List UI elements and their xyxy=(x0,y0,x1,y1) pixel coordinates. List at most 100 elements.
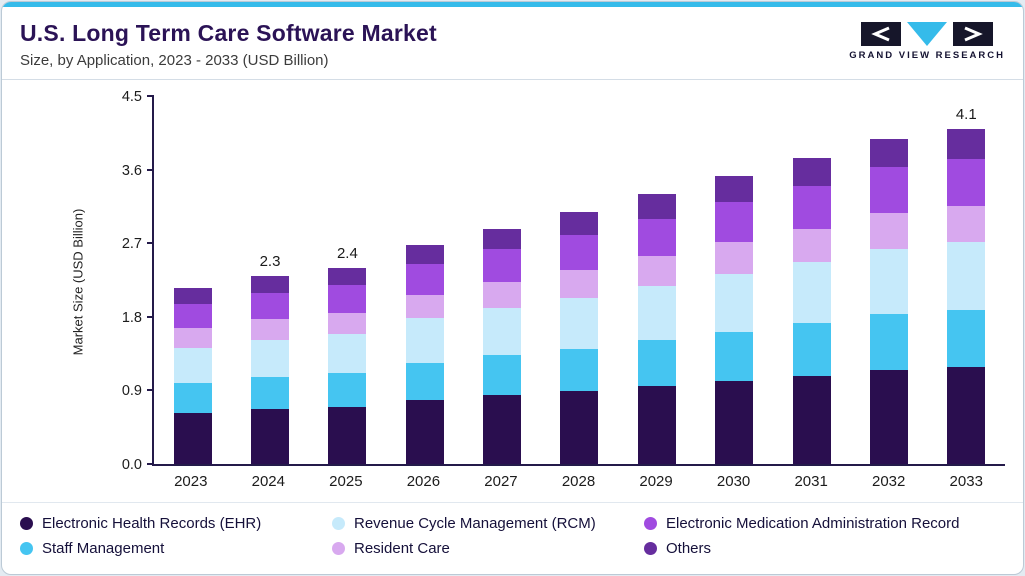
y-tick-label: 2.7 xyxy=(121,236,142,253)
bar-segment xyxy=(637,218,676,257)
header: U.S. Long Term Care Software Market Size… xyxy=(2,7,1023,80)
y-tick-label: 1.8 xyxy=(121,309,142,326)
legend-dot-icon xyxy=(332,542,345,555)
bar-segment xyxy=(792,375,831,464)
x-axis-labels: 2023 2024 2025 2026 2027 2028 2029 2030 2031 2032… xyxy=(152,466,1005,494)
legend-item: Revenue Cycle Management (RCM) xyxy=(332,515,644,532)
bar-segment xyxy=(251,275,290,294)
stacked-bar-2030 xyxy=(715,176,754,464)
bar-segment xyxy=(560,391,599,464)
gvr-logo-text: GRAND VIEW RESEARCH xyxy=(849,50,1005,61)
stacked-bar-2026 xyxy=(405,244,444,464)
bar-segment xyxy=(251,377,290,410)
legend-item: Staff Management xyxy=(20,540,332,557)
y-tick-label: 0.9 xyxy=(121,383,142,400)
legend-item: Electronic Medication Administration Rec… xyxy=(644,515,1005,532)
bar-segment xyxy=(715,380,754,464)
bar-segment xyxy=(947,366,986,464)
bar-value-label: 2.3 xyxy=(259,252,281,270)
y-tick-mark xyxy=(147,95,154,97)
bar-segment xyxy=(560,235,599,271)
bar-segment xyxy=(560,212,599,236)
bar-segment xyxy=(792,262,831,324)
bar-segment xyxy=(173,303,212,329)
stacked-bar-2024: 2.3 xyxy=(251,253,290,464)
bar-slot xyxy=(696,96,773,464)
bar-segment xyxy=(328,267,367,285)
y-tick-mark xyxy=(147,463,154,465)
legend-dot-icon xyxy=(644,542,657,555)
chart: Market Size (USD Billion) 0.0 0.9 1.8 2.7 3.… xyxy=(2,80,1023,494)
x-tick-label: 2030 xyxy=(716,473,751,490)
bar-segment xyxy=(173,383,212,414)
bar-segment xyxy=(869,314,908,370)
x-tick-label: 2026 xyxy=(406,473,441,490)
bar-segment xyxy=(328,406,367,464)
x-tick-label: 2023 xyxy=(174,473,208,490)
bar-segment xyxy=(328,334,367,374)
legend-dot-icon xyxy=(644,517,657,530)
y-axis-title: Market Size (USD Billion) xyxy=(70,208,86,356)
bar-segment xyxy=(715,331,754,381)
y-tick-label: 3.6 xyxy=(121,162,142,179)
y-tick-mark xyxy=(147,389,154,392)
bar-segment xyxy=(715,202,754,243)
bar-slot xyxy=(463,96,540,464)
bar-slot xyxy=(618,96,695,464)
bar-segment xyxy=(715,274,754,332)
stacked-bar-2023 xyxy=(173,288,212,464)
legend-label: Others xyxy=(666,540,712,557)
bar-segment xyxy=(560,298,599,349)
x-tick-label: 2032 xyxy=(872,473,906,490)
bar-segment xyxy=(483,307,522,356)
legend-label: Electronic Health Records (EHR) xyxy=(42,515,262,532)
bar-segment xyxy=(637,285,676,340)
bar-segment xyxy=(869,249,908,315)
stacked-bar-2027 xyxy=(483,228,522,464)
stacked-bar-2025: 2.4 xyxy=(328,245,367,464)
x-tick-label: 2031 xyxy=(794,473,828,490)
bar-segment xyxy=(173,288,212,304)
bar-segment xyxy=(637,256,676,286)
bar-segment xyxy=(947,309,986,367)
bar-segment xyxy=(637,339,676,386)
stacked-bar-2033: 4.1 xyxy=(947,106,986,464)
y-tick-mark xyxy=(147,168,154,171)
page-title: U.S. Long Term Care Software Market xyxy=(20,20,437,46)
legend-label: Resident Care xyxy=(354,540,450,557)
bar-segment xyxy=(405,318,444,363)
bar-segment xyxy=(792,228,831,263)
y-tick-mark xyxy=(147,315,154,318)
bar-segment xyxy=(328,373,367,407)
x-tick-label: 2024 xyxy=(251,473,285,490)
legend-item: Others xyxy=(644,540,1005,557)
stacked-bar-2028 xyxy=(560,212,599,464)
bar-segment xyxy=(560,348,599,392)
header-text: U.S. Long Term Care Software Market Size… xyxy=(20,20,437,69)
bar-segment xyxy=(715,242,754,275)
bar-segment xyxy=(328,284,367,313)
legend: Electronic Health Records (EHR) Revenue C… xyxy=(2,502,1023,567)
bar-segment xyxy=(637,385,676,464)
bar-segment xyxy=(483,395,522,464)
legend-label: Electronic Medication Administration Rec… xyxy=(666,515,960,532)
bar-segment xyxy=(947,242,986,310)
bar-segment xyxy=(792,323,831,376)
stacked-bar-2029 xyxy=(637,194,676,464)
legend-dot-icon xyxy=(332,517,345,530)
bar-segment xyxy=(173,347,212,384)
bar-segment xyxy=(869,213,908,250)
bar-segment xyxy=(715,176,754,203)
bar-segment xyxy=(483,248,522,282)
stacked-bar-2031 xyxy=(792,158,831,464)
page-subtitle: Size, by Application, 2023 - 2033 (USD B… xyxy=(20,52,329,69)
bar-segment xyxy=(405,264,444,295)
bar-segment xyxy=(792,186,831,229)
bar-value-label: 2.4 xyxy=(336,244,358,262)
bar-segment xyxy=(947,205,986,243)
legend-item: Resident Care xyxy=(332,540,644,557)
bar-segment xyxy=(405,294,444,319)
bar-segment xyxy=(637,194,676,219)
bar-segment xyxy=(869,370,908,464)
bar-segment xyxy=(328,312,367,335)
